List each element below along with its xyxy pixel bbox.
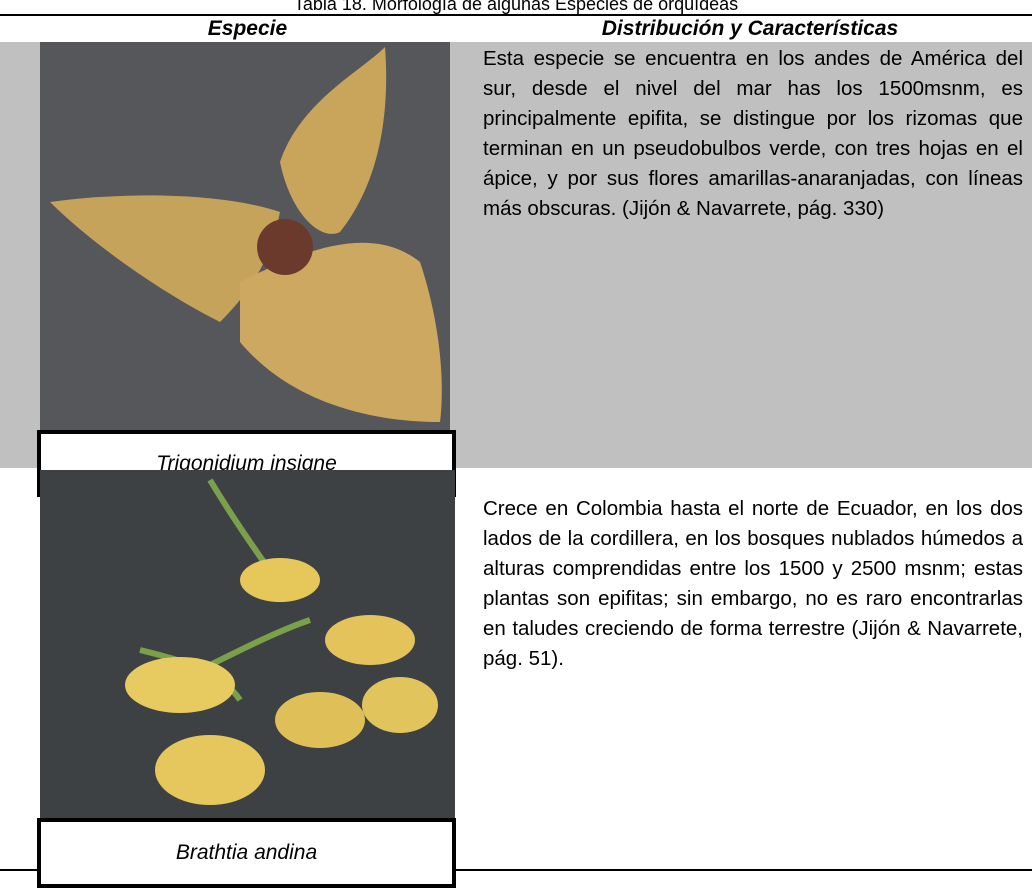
header-cell: Distribución y Características (601, 17, 899, 40)
bottom-rule (0, 869, 37, 871)
bottom-rule (456, 869, 1032, 871)
description: Esta especie se encuentra en los andes d… (483, 47, 1023, 220)
species-photo (40, 42, 450, 432)
species-photo (40, 470, 455, 820)
description: Crece en Colombia hasta el norte de Ecua… (483, 497, 1023, 670)
header-cell: Especie (207, 17, 288, 40)
species-name: Brathtia andina (37, 818, 456, 888)
top-rule (0, 14, 1032, 16)
table-caption: Tabla 18. Morfología de algunas Especies… (293, 0, 739, 14)
